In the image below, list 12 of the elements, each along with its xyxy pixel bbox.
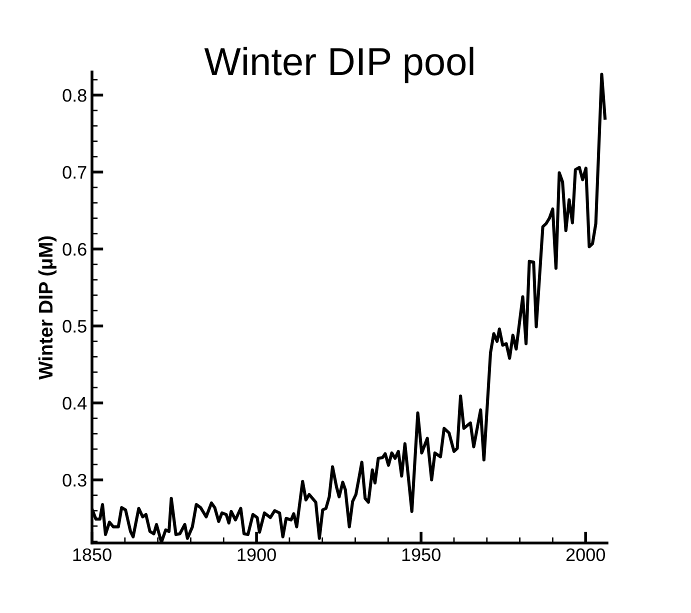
x-tick-label: 1900 — [238, 548, 276, 562]
y-tick-label: 0.8 — [62, 89, 86, 102]
y-axis-title: Winter DIP (μM) — [38, 236, 56, 380]
y-tick-label: 0.5 — [62, 320, 86, 333]
y-tick-label: 0.4 — [62, 396, 87, 410]
y-tick-label: 0.3 — [62, 474, 86, 487]
y-tick-label: 0.6 — [62, 242, 86, 256]
y-tick-label: 0.7 — [62, 166, 86, 179]
x-tick-label: 1950 — [402, 548, 440, 562]
chart-title: Winter DIP pool — [204, 46, 474, 84]
x-tick-label: 2000 — [566, 548, 605, 562]
x-tick-label: 1850 — [73, 548, 112, 562]
